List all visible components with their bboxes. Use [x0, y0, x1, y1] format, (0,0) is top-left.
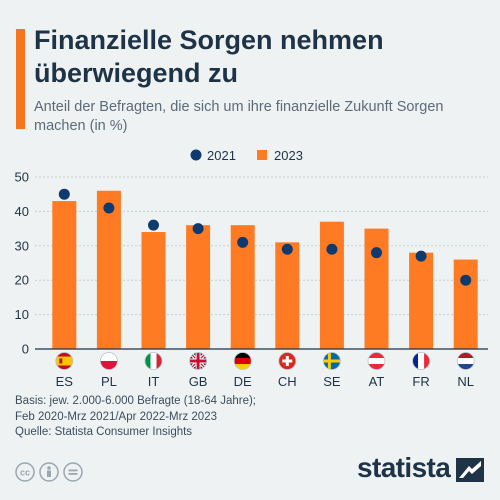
x-tick-label-it: IT [148, 374, 160, 389]
bar-2023-nl [453, 259, 478, 349]
flag-outline [144, 352, 163, 370]
x-tick-label-se: SE [323, 374, 341, 389]
x-tick-label-de: DE [234, 374, 252, 389]
y-tick-label: 30 [15, 238, 29, 253]
dot-2021-gb [192, 223, 204, 235]
y-tick-label: 50 [15, 170, 29, 185]
footer-period-line: Feb 2020-Mrz 2021/Apr 2022-Mrz 2023 [15, 410, 217, 423]
bar-2023-pl [96, 190, 121, 349]
dot-2021-nl [460, 274, 472, 286]
title-accent-bar [16, 29, 25, 129]
chart-subtitle: Anteil der Befragten, die sich um ihre f… [34, 99, 444, 134]
svg-text:cc: cc [20, 468, 30, 478]
footer-notes: Basis: jew. 2.000-6.000 Befragte (18-64 … [15, 394, 335, 441]
footer-source-line: Quelle: Statista Consumer Insights [15, 426, 193, 438]
flag-outline [233, 352, 252, 370]
flag-outline [55, 352, 74, 370]
bar-2023-se [319, 221, 344, 349]
legend-label-2023: 2023 [274, 148, 303, 163]
france-flag-icon [412, 352, 430, 370]
flag-outline [456, 352, 475, 370]
flag-outline [100, 352, 118, 370]
dot-2021-es [58, 188, 70, 200]
legend-bar-marker [257, 150, 267, 160]
legend-label-2021: 2021 [207, 148, 236, 163]
austria-flag-icon [368, 352, 385, 370]
bar-2023-fr [409, 252, 434, 349]
statista-logo-text: statista [357, 452, 451, 483]
flag-outline [278, 352, 297, 370]
flag-outline [367, 352, 386, 370]
bar-2023-ch [275, 242, 300, 349]
by-icon [39, 462, 59, 482]
x-tick-label-ch: CH [278, 374, 297, 389]
license-icons: cc [15, 462, 83, 482]
switzerland-flag-icon [278, 352, 296, 370]
bar-2023-at [364, 228, 389, 349]
x-tick-label-pl: PL [101, 374, 117, 389]
dot-2021-fr [415, 250, 427, 262]
chart-title: Finanzielle Sorgen nehmen überwiegend zu [34, 25, 384, 88]
y-tick-label: 20 [15, 273, 29, 288]
x-tick-label-fr: FR [412, 374, 429, 389]
x-tick-label-nl: NL [457, 374, 474, 389]
nd-icon [63, 462, 83, 482]
y-tick-label: 40 [15, 204, 29, 219]
netherlands-flag-icon [457, 352, 475, 370]
italy-flag-icon [145, 352, 162, 370]
x-tick-label-gb: GB [189, 374, 208, 389]
x-tick-label-es: ES [56, 374, 74, 389]
spain-flag-icon [55, 352, 73, 370]
poland-flag-icon [100, 352, 118, 370]
footer-basis-line: Basis: jew. 2.000-6.000 Befragte (18-64 … [15, 395, 257, 407]
dot-2021-it [148, 219, 159, 231]
bar-2023-gb [186, 225, 211, 349]
dot-2021-se [326, 243, 338, 255]
dot-2021-de [237, 236, 249, 248]
legend-dot-marker [190, 149, 202, 161]
cc-icon: cc [15, 462, 35, 482]
flag-outline [322, 352, 341, 370]
bar-chart: 0 10 20 30 40 50 2021 2023 ES PL IT GB DE CH SE AT FR NL [15, 148, 488, 389]
statista-logo-icon [456, 458, 484, 482]
uk-flag-icon [189, 352, 207, 370]
y-tick-label: 10 [15, 307, 29, 322]
y-tick-label: 0 [22, 342, 29, 357]
sweden-flag-icon [323, 352, 341, 370]
germany-flag-icon [234, 352, 252, 370]
bar-2023-it [141, 232, 166, 349]
dot-2021-at [371, 247, 382, 259]
x-tick-label-at: AT [369, 374, 385, 389]
flag-outline [412, 352, 431, 370]
flag-outline [189, 352, 208, 370]
dot-2021-pl [103, 202, 115, 214]
dot-2021-ch [281, 243, 293, 255]
bar-2023-es [52, 201, 77, 349]
